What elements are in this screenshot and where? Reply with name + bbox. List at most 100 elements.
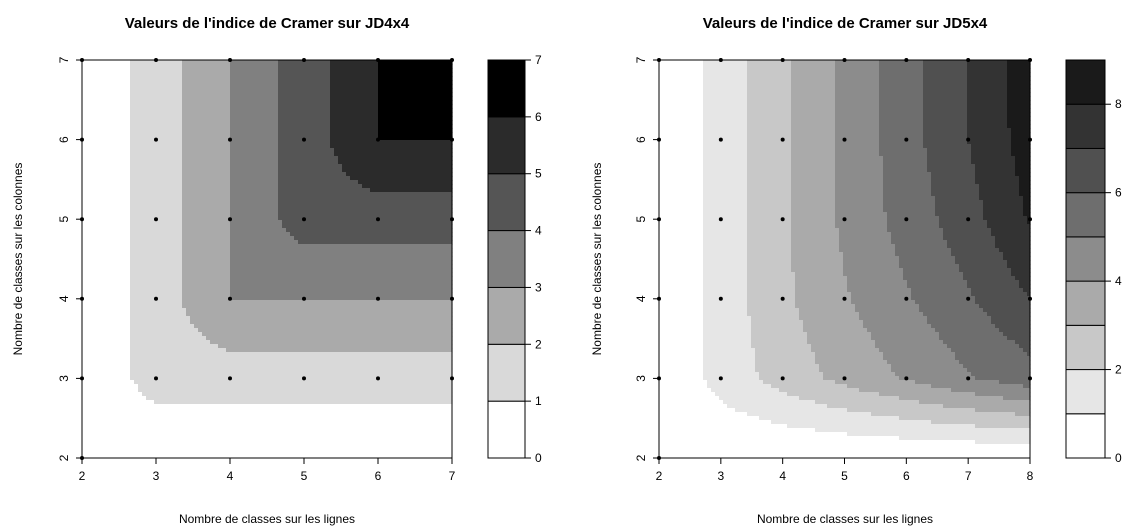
contour-cell: [146, 128, 151, 133]
contour-cell: [242, 64, 247, 69]
contour-cell: [150, 416, 155, 421]
contour-cell: [214, 356, 219, 361]
contour-cell: [158, 260, 163, 265]
contour-cell: [262, 188, 267, 193]
contour-cell: [170, 404, 175, 409]
contour-cell: [242, 248, 247, 253]
contour-cell: [166, 104, 171, 109]
contour-cell: [198, 124, 203, 129]
contour-cell: [126, 328, 131, 333]
contour-cell: [174, 340, 179, 345]
contour-cell: [110, 336, 115, 341]
contour-cell: [194, 328, 199, 333]
contour-cell: [82, 444, 87, 449]
contour-cell: [266, 368, 271, 373]
contour-cell: [134, 248, 139, 253]
contour-cell: [130, 132, 135, 137]
contour-cell: [270, 400, 275, 405]
contour-cell: [182, 148, 187, 153]
contour-cell: [218, 308, 223, 313]
contour-cell: [230, 156, 235, 161]
contour-cell: [98, 180, 103, 185]
contour-cell: [198, 348, 203, 353]
contour-cell: [146, 176, 151, 181]
contour-cell: [274, 164, 279, 169]
contour-cell: [134, 220, 139, 225]
contour-cell: [178, 224, 183, 229]
contour-cell: [154, 276, 159, 281]
contour-cell: [154, 356, 159, 361]
contour-cell: [206, 244, 211, 249]
contour-cell: [218, 252, 223, 257]
contour-cell: [142, 272, 147, 277]
contour-cell: [146, 100, 151, 105]
contour-cell: [202, 268, 207, 273]
contour-cell: [150, 276, 155, 281]
contour-cell: [230, 256, 235, 261]
contour-cell: [254, 100, 259, 105]
contour-cell: [174, 192, 179, 197]
contour-cell: [138, 88, 143, 93]
contour-cell: [278, 400, 283, 405]
contour-cell: [226, 152, 231, 157]
contour-cell: [214, 284, 219, 289]
contour-cell: [262, 180, 267, 185]
contour-cell: [210, 264, 215, 269]
contour-cell: [102, 72, 107, 77]
contour-cell: [134, 196, 139, 201]
contour-cell: [278, 188, 283, 193]
contour-cell: [126, 444, 131, 449]
contour-cell: [222, 304, 227, 309]
contour-cell: [262, 164, 267, 169]
contour-cell: [114, 428, 119, 433]
contour-cell: [194, 388, 199, 393]
contour-cell: [150, 264, 155, 269]
contour-cell: [90, 212, 95, 217]
contour-cell: [86, 340, 91, 345]
contour-cell: [190, 84, 195, 89]
contour-cell: [150, 136, 155, 141]
contour-cell: [210, 452, 215, 457]
contour-cell: [262, 440, 267, 445]
contour-cell: [142, 140, 147, 145]
contour-cell: [162, 308, 167, 313]
contour-cell: [214, 120, 219, 125]
contour-cell: [150, 344, 155, 349]
contour-cell: [226, 360, 231, 365]
contour-cell: [194, 352, 199, 357]
contour-cell: [222, 360, 227, 365]
contour-cell: [134, 68, 139, 73]
contour-cell: [250, 432, 255, 437]
contour-cell: [262, 384, 267, 389]
contour-cell: [146, 72, 151, 77]
contour-cell: [194, 244, 199, 249]
contour-cell: [102, 192, 107, 197]
contour-cell: [182, 344, 187, 349]
contour-cell: [166, 84, 171, 89]
contour-cell: [206, 424, 211, 429]
contour-cell: [114, 324, 119, 329]
contour-cell: [174, 200, 179, 205]
contour-cell: [162, 144, 167, 149]
contour-cell: [158, 432, 163, 437]
contour-cell: [274, 440, 279, 445]
contour-cell: [206, 416, 211, 421]
contour-cell: [262, 284, 267, 289]
contour-cell: [166, 340, 171, 345]
contour-cell: [162, 368, 167, 373]
contour-cell: [198, 432, 203, 437]
contour-cell: [98, 256, 103, 261]
contour-cell: [190, 296, 195, 301]
contour-cell: [238, 336, 243, 341]
contour-cell: [134, 72, 139, 77]
contour-cell: [110, 312, 115, 317]
contour-cell: [218, 332, 223, 337]
contour-cell: [142, 84, 147, 89]
contour-cell: [142, 416, 147, 421]
contour-cell: [166, 156, 171, 161]
contour-cell: [166, 292, 171, 297]
contour-cell: [218, 180, 223, 185]
contour-cell: [126, 368, 131, 373]
contour-cell: [150, 100, 155, 105]
contour-cell: [94, 360, 99, 365]
